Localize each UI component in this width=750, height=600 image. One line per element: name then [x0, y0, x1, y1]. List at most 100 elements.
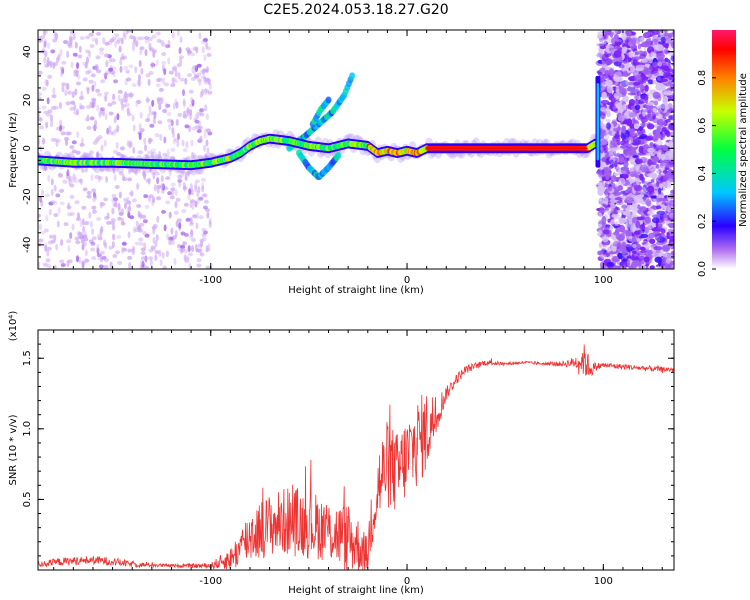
noise-speckle: [154, 254, 158, 262]
noise-speckle: [161, 52, 167, 57]
noise-speckle: [621, 249, 628, 255]
noise-speckle: [74, 176, 78, 184]
noise-speckle: [47, 174, 51, 182]
noise-speckle: [38, 38, 44, 43]
noise-speckle: [190, 76, 196, 81]
noise-speckle: [602, 30, 610, 35]
noise-speckle: [166, 148, 170, 156]
noise-speckle: [156, 215, 160, 223]
noise-speckle: [177, 72, 181, 80]
noise-speckle: [666, 231, 670, 239]
noise-speckle: [114, 201, 118, 209]
noise-speckle: [90, 174, 94, 182]
noise-speckle: [41, 105, 47, 110]
noise-speckle: [171, 31, 175, 39]
noise-speckle: [53, 138, 59, 143]
noise-speckle: [53, 184, 57, 192]
colorbar-tick-label: 0.4: [697, 165, 708, 181]
noise-speckle: [192, 64, 198, 69]
noise-speckle: [661, 229, 665, 235]
noise-speckle: [663, 48, 669, 55]
noise-speckle: [144, 49, 148, 57]
noise-speckle: [129, 215, 135, 220]
x-tick-label: 100: [594, 275, 613, 286]
noise-speckle: [186, 107, 190, 115]
noise-speckle: [668, 212, 674, 219]
noise-speckle: [195, 212, 199, 220]
noise-speckle: [634, 75, 643, 82]
noise-speckle: [120, 37, 124, 45]
noise-speckle: [598, 244, 608, 250]
noise-speckle: [131, 198, 137, 203]
noise-speckle: [189, 221, 195, 226]
noise-speckle: [65, 82, 69, 90]
noise-speckle: [191, 66, 195, 74]
noise-speckle: [640, 266, 648, 269]
noise-speckle: [65, 101, 71, 106]
noise-speckle: [160, 183, 164, 191]
noise-speckle: [208, 220, 212, 228]
noise-speckle: [134, 168, 138, 176]
noise-speckle: [183, 110, 187, 118]
noise-speckle: [639, 210, 644, 216]
noise-speckle: [132, 146, 136, 154]
noise-speckle: [201, 185, 205, 193]
noise-speckle: [97, 236, 103, 241]
noise-speckle: [628, 136, 634, 144]
noise-speckle: [99, 107, 105, 112]
noise-speckle: [95, 88, 101, 93]
noise-speckle: [637, 50, 644, 55]
noise-speckle: [203, 54, 207, 62]
noise-speckle: [108, 125, 112, 133]
noise-speckle: [42, 262, 48, 267]
noise-speckle: [175, 101, 179, 109]
spectrogram-y-label: Frequency (Hz): [8, 112, 19, 188]
noise-speckle: [640, 94, 649, 101]
noise-speckle: [189, 113, 193, 121]
noise-speckle: [117, 260, 123, 265]
noise-speckle: [67, 244, 71, 252]
noise-speckle: [642, 67, 651, 75]
noise-speckle: [88, 211, 92, 219]
noise-speckle: [159, 259, 163, 267]
noise-speckle: [85, 56, 89, 64]
noise-speckle: [631, 236, 636, 243]
noise-speckle: [100, 79, 106, 84]
noise-speckle: [656, 118, 664, 126]
noise-speckle: [177, 174, 183, 179]
noise-speckle: [94, 63, 98, 71]
noise-speckle: [111, 196, 115, 204]
noise-speckle: [131, 83, 137, 88]
noise-speckle: [41, 86, 47, 91]
y-tick-label: 40: [22, 45, 33, 58]
noise-speckle: [666, 90, 673, 96]
noise-speckle: [143, 137, 147, 145]
noise-speckle: [637, 138, 641, 144]
noise-speckle: [601, 81, 608, 87]
noise-speckle: [170, 187, 176, 192]
noise-speckle: [119, 65, 123, 73]
noise-speckle: [150, 245, 156, 250]
noise-speckle: [45, 79, 49, 87]
noise-speckle: [82, 187, 88, 192]
noise-speckle: [156, 177, 160, 185]
noise-speckle: [196, 129, 202, 134]
noise-speckle: [113, 41, 117, 49]
noise-speckle: [652, 91, 661, 100]
noise-speckle: [614, 38, 622, 43]
noise-speckle: [627, 259, 631, 267]
noise-speckle: [96, 92, 102, 97]
noise-speckle: [110, 218, 116, 223]
noise-speckle: [50, 239, 56, 244]
noise-speckle: [189, 52, 195, 57]
noise-speckle: [67, 202, 71, 210]
noise-speckle: [175, 119, 179, 127]
noise-speckle: [612, 136, 621, 142]
noise-speckle: [622, 211, 628, 216]
noise-speckle: [605, 118, 611, 123]
noise-speckle: [126, 107, 130, 115]
noise-speckle: [207, 131, 213, 136]
noise-speckle: [602, 197, 609, 205]
noise-speckle: [79, 105, 85, 110]
noise-speckle: [170, 156, 176, 161]
